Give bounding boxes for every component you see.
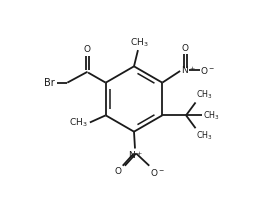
Text: O: O (84, 45, 91, 54)
Text: CH$_3$: CH$_3$ (130, 37, 148, 49)
Text: Br: Br (44, 78, 55, 88)
Text: CH$_3$: CH$_3$ (196, 89, 213, 102)
Text: CH$_3$: CH$_3$ (196, 129, 213, 142)
Text: O: O (182, 44, 189, 53)
Text: O: O (114, 167, 121, 176)
Text: CH$_3$: CH$_3$ (203, 109, 220, 122)
Text: N$^+$: N$^+$ (128, 149, 142, 161)
Text: O$^-$: O$^-$ (200, 65, 215, 76)
Text: CH$_3$: CH$_3$ (69, 117, 88, 129)
Text: O$^-$: O$^-$ (150, 167, 165, 178)
Text: N$^+$: N$^+$ (181, 65, 196, 76)
